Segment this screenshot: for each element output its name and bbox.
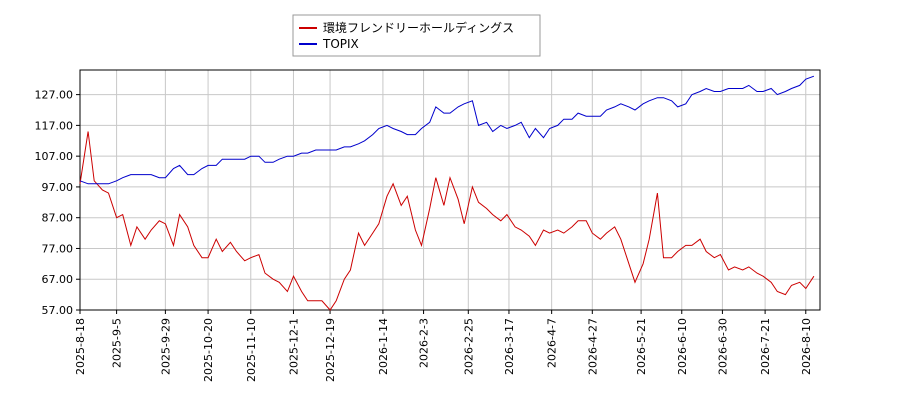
y-tick-label: 87.00 [42,212,74,225]
x-tick-label: 2025-12-1 [287,318,300,375]
x-tick-label: 2026-4-27 [586,318,599,375]
x-tick-label: 2026-7-21 [759,318,772,375]
x-tick-label: 2026-2-3 [418,318,431,368]
series-line [79,75,815,185]
x-tick-label: 2025-9-5 [111,318,124,368]
x-tick-label: 2025-12-19 [324,318,337,382]
x-tick-label: 2025-9-29 [159,318,172,375]
y-tick-label: 97.00 [42,181,74,194]
plot-frame [79,69,821,311]
x-tick-label: 2025-11-10 [245,318,258,382]
y-tick-label: 67.00 [42,273,74,286]
x-tick-label: 2025-10-20 [202,318,215,382]
legend-box [292,14,541,57]
y-tick-label: 77.00 [42,242,74,255]
y-tick-label: 127.00 [35,89,74,102]
x-tick-label: 2026-1-14 [377,318,390,375]
x-tick-label: 2025-8-18 [74,318,87,375]
x-tick-label: 2026-5-21 [635,318,648,375]
x-tick-label: 2026-3-17 [503,318,516,375]
y-tick-label: 57.00 [42,304,74,317]
x-tick-label: 2026-6-10 [676,318,689,375]
x-tick-label: 2026-2-25 [462,318,475,375]
x-tick-label: 2026-8-10 [800,318,813,375]
x-tick-label: 2026-6-30 [716,318,729,375]
y-tick-label: 107.00 [35,150,74,163]
legend-label: TOPIX [322,37,359,51]
x-tick-label: 2026-4-7 [546,318,559,368]
series-line [79,131,815,311]
legend-label: 環境フレンドリーホールディングス [323,20,514,35]
y-tick-label: 117.00 [35,119,74,132]
